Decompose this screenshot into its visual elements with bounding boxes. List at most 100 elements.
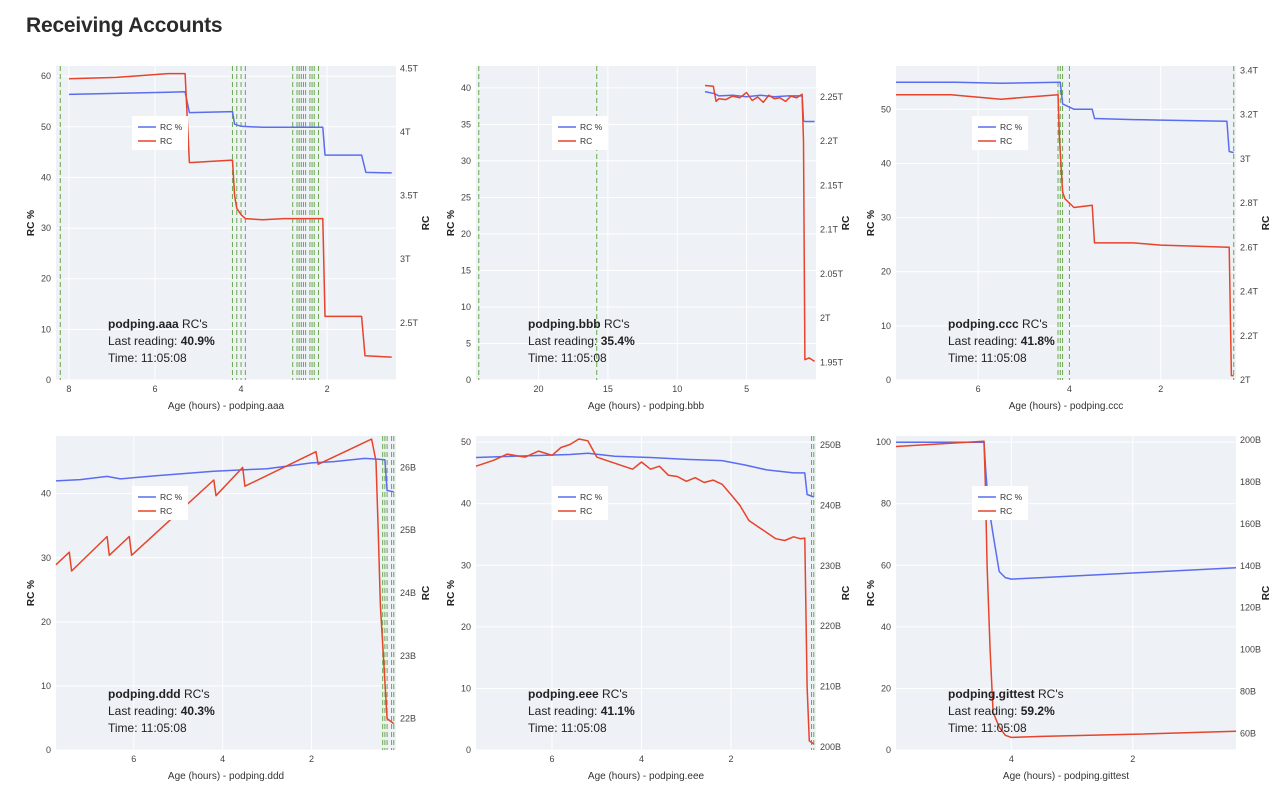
legend-label-rc: RC — [1000, 136, 1012, 146]
y-tick-right: 23B — [400, 651, 416, 661]
x-tick: 4 — [639, 754, 644, 764]
y-axis-title-right: RC — [1261, 216, 1272, 230]
y-tick-left: 30 — [461, 560, 471, 570]
annotation-account: podping.gittest RC's — [948, 687, 1064, 701]
y-tick-left: 20 — [41, 274, 51, 284]
y-axis-title-left: RC % — [866, 580, 877, 606]
annotation-reading-label: Last reading: — [108, 704, 181, 718]
legend-box — [552, 486, 608, 520]
x-axis-title: Age (hours) - podping.gittest — [1003, 771, 1129, 782]
y-tick-right: 120B — [1240, 603, 1261, 613]
x-axis-title: Age (hours) - podping.ccc — [1009, 401, 1124, 412]
annotation-last-reading: Last reading: 40.3% — [108, 704, 215, 718]
legend-label-rc-pct: RC % — [580, 122, 603, 132]
y-tick-left: 0 — [466, 375, 471, 385]
x-tick: 8 — [66, 384, 71, 394]
x-tick: 4 — [1009, 754, 1014, 764]
y-tick-right: 2.8T — [1240, 198, 1259, 208]
y-axis-title-left: RC % — [26, 580, 37, 606]
annotation-time: Time: 11:05:08 — [108, 721, 187, 735]
annotation-last-reading: Last reading: 35.4% — [528, 334, 635, 348]
y-tick-right: 60B — [1240, 728, 1256, 738]
y-tick-right: 26B — [400, 462, 416, 472]
y-tick-left: 0 — [46, 745, 51, 755]
y-tick-left: 30 — [461, 156, 471, 166]
y-tick-left: 100 — [876, 437, 891, 447]
legend-label-rc-pct: RC % — [1000, 122, 1023, 132]
chart-podping-bbb: 0 5 10 15 20 25 30 35 40 20 15 10 5 1.95T 2T 2.05T 2.1T 2… — [446, 66, 852, 412]
legend-label-rc-pct: RC % — [160, 492, 183, 502]
y-tick-left: 30 — [41, 553, 51, 563]
x-tick: 2 — [309, 754, 314, 764]
y-tick-left: 50 — [461, 437, 471, 447]
x-axis-title: Age (hours) - podping.ddd — [168, 771, 284, 782]
y-tick-right: 3.2T — [1240, 110, 1259, 120]
y-tick-left: 10 — [461, 683, 471, 693]
x-tick: 2 — [325, 384, 330, 394]
series-rc-line — [475, 438, 815, 745]
y-tick-right: 80B — [1240, 686, 1256, 696]
y-tick-right: 240B — [820, 500, 841, 510]
annotation-last-reading: Last reading: 41.8% — [948, 334, 1055, 348]
x-tick: 4 — [239, 384, 244, 394]
annotation-time: Time: 11:05:08 — [108, 351, 187, 365]
x-tick: 6 — [550, 754, 555, 764]
annotation-rcs: RC's — [599, 687, 628, 701]
y-tick-right: 180B — [1240, 477, 1261, 487]
annotation-account-name: podping.bbb — [528, 317, 601, 331]
legend-label-rc: RC — [160, 506, 172, 516]
y-tick-right: 2.5T — [400, 318, 419, 328]
y-tick-left: 20 — [461, 622, 471, 632]
y-tick-left: 40 — [461, 499, 471, 509]
x-tick: 10 — [672, 384, 682, 394]
y-tick-left: 10 — [461, 302, 471, 312]
x-tick: 20 — [533, 384, 543, 394]
y-tick-left: 40 — [461, 83, 471, 93]
y-tick-left: 20 — [41, 617, 51, 627]
y-tick-left: 60 — [881, 560, 891, 570]
y-tick-left: 20 — [461, 229, 471, 239]
y-axis-title-left: RC % — [446, 210, 457, 236]
legend-label-rc-pct: RC % — [580, 492, 603, 502]
annotation-account: podping.eee RC's — [528, 687, 628, 701]
annotation-rcs: RC's — [181, 687, 210, 701]
legend-label-rc: RC — [160, 136, 172, 146]
legend-box — [552, 116, 608, 150]
y-tick-left: 20 — [881, 683, 891, 693]
y-tick-left: 40 — [881, 622, 891, 632]
chart-podping-ccc: 0 10 20 30 40 50 6 4 2 2T 2.2T 2.4T 2.6T 2.8T 3T 3.2T 3.… — [866, 65, 1272, 412]
y-tick-right: 4.5T — [400, 64, 419, 74]
y-tick-right: 2.15T — [820, 180, 844, 190]
y-tick-left: 0 — [466, 745, 471, 755]
annotation-account: podping.bbb RC's — [528, 317, 630, 331]
y-tick-left: 10 — [41, 324, 51, 334]
annotation-reading-label: Last reading: — [528, 334, 601, 348]
plot-area — [56, 66, 396, 380]
annotation-account: podping.ddd RC's — [108, 687, 210, 701]
annotation-rcs: RC's — [601, 317, 630, 331]
annotation-last-reading: Last reading: 41.1% — [528, 704, 635, 718]
y-tick-right: 3.5T — [400, 191, 419, 201]
y-tick-right: 2.4T — [1240, 287, 1259, 297]
series-rc-pct-line — [55, 457, 394, 493]
y-tick-left: 10 — [41, 681, 51, 691]
x-axis-title: Age (hours) - podping.aaa — [168, 401, 285, 412]
series-rc-line — [895, 440, 1237, 739]
y-tick-right: 22B — [400, 714, 416, 724]
series-rc-line — [896, 93, 1234, 377]
annotation-account-name: podping.ddd — [108, 687, 181, 701]
y-tick-right: 2.05T — [820, 269, 844, 279]
y-tick-right: 3.4T — [1240, 65, 1259, 75]
y-tick-right: 2.25T — [820, 92, 844, 102]
legend-label-rc: RC — [1000, 506, 1012, 516]
annotation-account: podping.aaa RC's — [108, 317, 208, 331]
series-rc-pct-line — [68, 91, 392, 174]
y-tick-right: 230B — [820, 561, 841, 571]
y-tick-right: 2.2T — [820, 136, 839, 146]
legend-label-rc-pct: RC % — [160, 122, 183, 132]
annotation-time: Time: 11:05:08 — [948, 351, 1027, 365]
y-tick-left: 20 — [881, 267, 891, 277]
annotation-reading-label: Last reading: — [108, 334, 181, 348]
y-axis-title-right: RC — [841, 216, 852, 230]
y-tick-left: 50 — [881, 104, 891, 114]
